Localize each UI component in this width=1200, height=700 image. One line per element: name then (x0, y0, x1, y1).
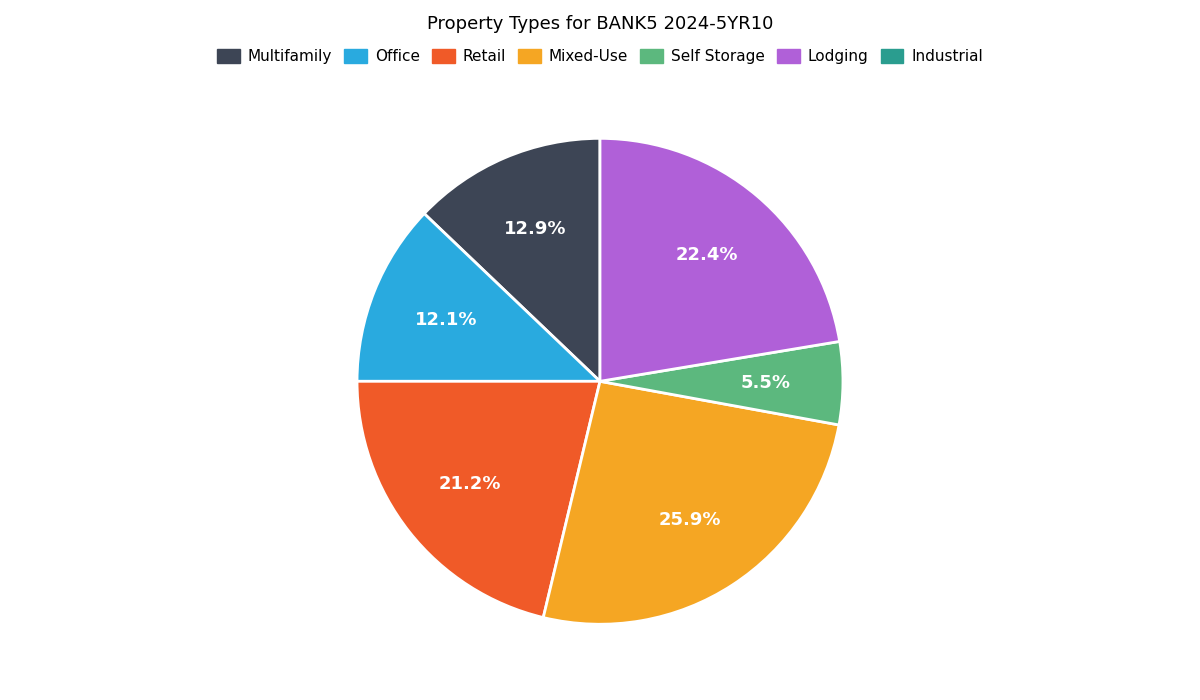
Text: 12.9%: 12.9% (504, 220, 566, 239)
Wedge shape (600, 342, 842, 425)
Wedge shape (425, 139, 600, 382)
Wedge shape (544, 382, 839, 624)
Wedge shape (358, 382, 600, 617)
Title: Property Types for BANK5 2024-5YR10: Property Types for BANK5 2024-5YR10 (427, 15, 773, 33)
Wedge shape (358, 214, 600, 382)
Wedge shape (600, 139, 840, 382)
Text: 22.4%: 22.4% (676, 246, 738, 265)
Text: 21.2%: 21.2% (439, 475, 502, 493)
Text: 12.1%: 12.1% (415, 311, 478, 329)
Legend: Multifamily, Office, Retail, Mixed-Use, Self Storage, Lodging, Industrial: Multifamily, Office, Retail, Mixed-Use, … (211, 43, 989, 70)
Text: 5.5%: 5.5% (740, 374, 791, 391)
Text: 25.9%: 25.9% (659, 511, 721, 528)
